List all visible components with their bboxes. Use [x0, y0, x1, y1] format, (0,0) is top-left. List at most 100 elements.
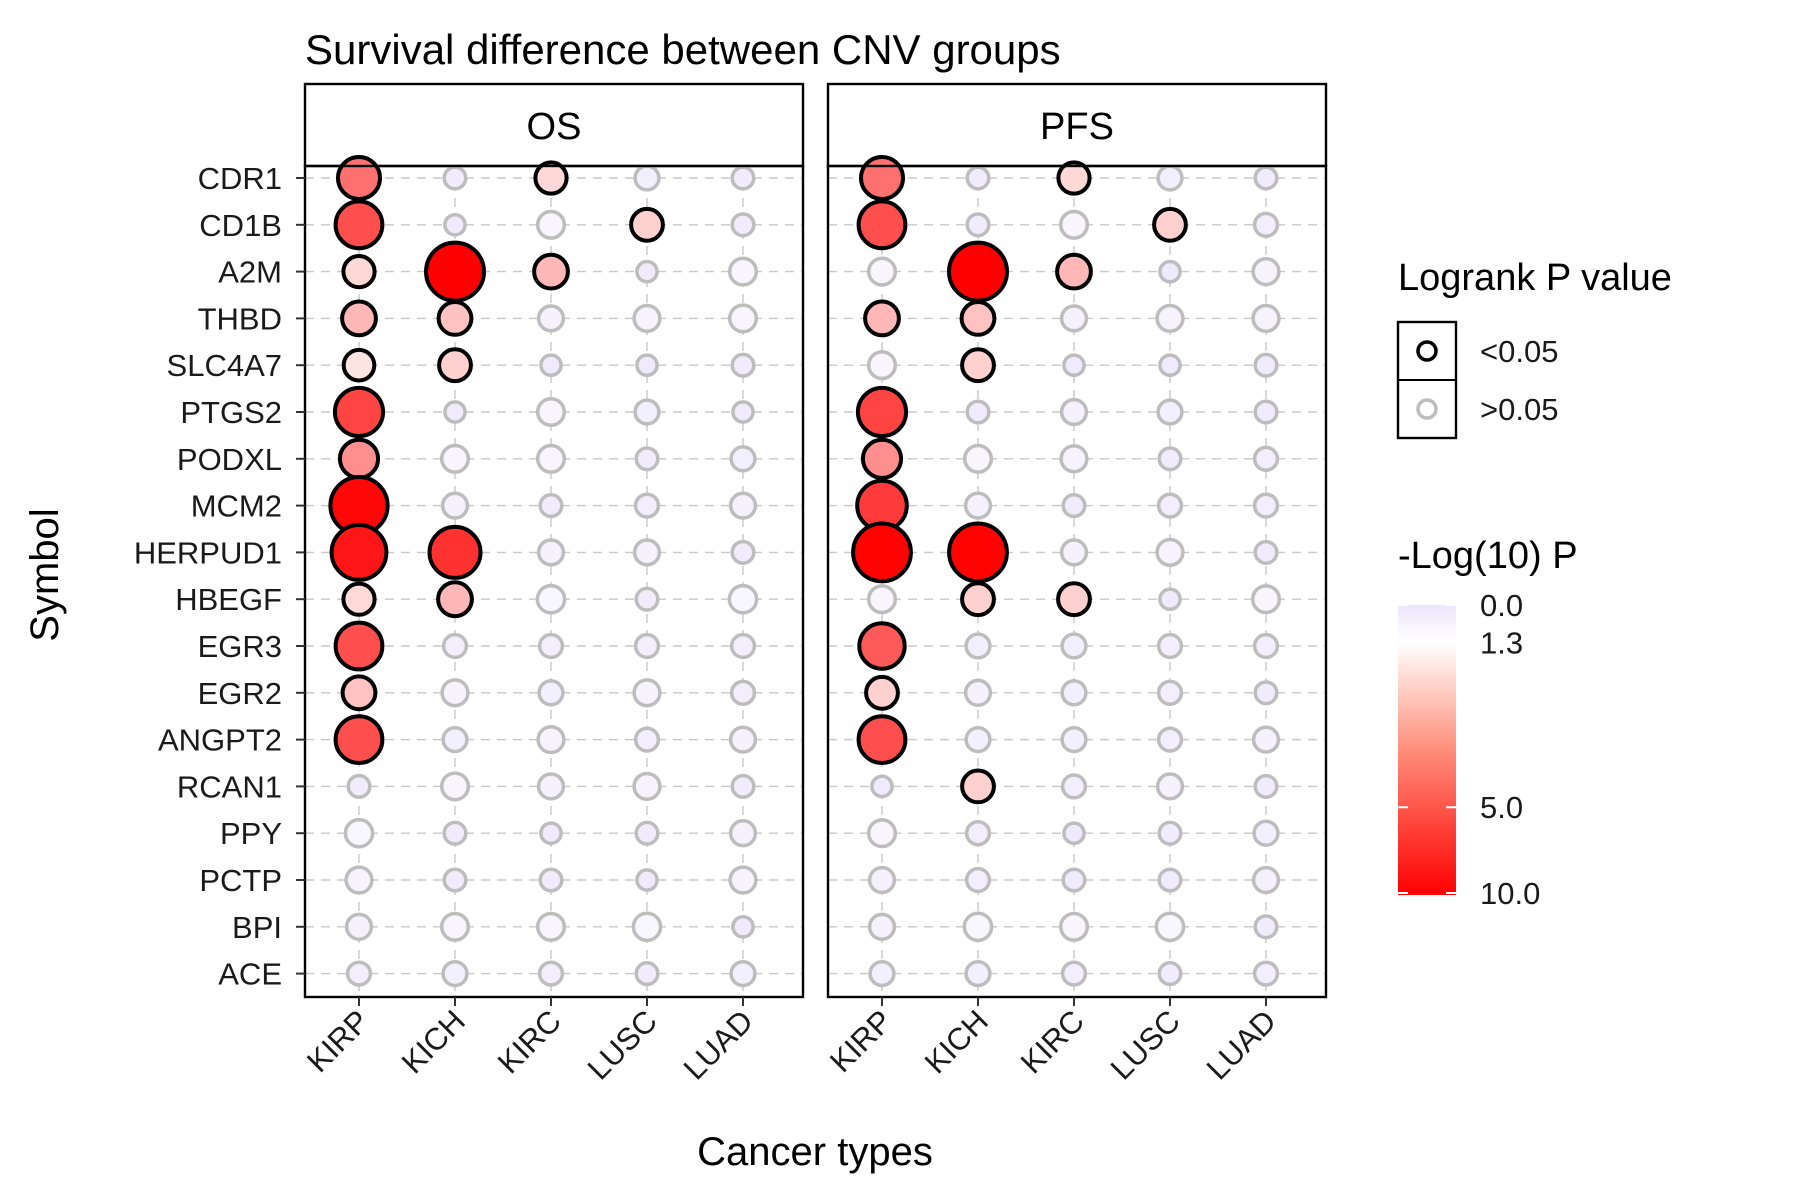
legend-sig-symbol: [1416, 340, 1438, 362]
data-point: [1152, 206, 1188, 243]
data-point: [964, 866, 992, 894]
data-point: [440, 678, 470, 708]
data-point: [1250, 584, 1282, 615]
data-point: [539, 353, 563, 378]
colorbar-tick-label: 5.0: [1480, 790, 1523, 825]
data-point: [536, 772, 566, 801]
data-point: [1157, 446, 1183, 472]
data-point: [633, 492, 661, 519]
data-point: [730, 539, 756, 565]
data-point: [1154, 911, 1186, 943]
y-tick-label: SLC4A7: [167, 348, 282, 383]
data-point: [964, 725, 992, 754]
data-point: [441, 725, 469, 754]
data-point: [442, 820, 468, 846]
data-point: [866, 350, 898, 381]
data-point: [633, 398, 661, 426]
data-point: [1059, 397, 1089, 427]
data-point: [1062, 821, 1086, 846]
data-point: [1059, 444, 1089, 474]
data-point: [1251, 725, 1281, 754]
data-point: [440, 491, 470, 520]
data-point: [634, 586, 660, 612]
data-point: [731, 914, 755, 939]
colorbar-tick-label: 10.0: [1480, 876, 1540, 911]
data-point: [635, 353, 659, 378]
data-point: [960, 768, 996, 805]
facet-strip: [303, 82, 805, 168]
data-point: [344, 865, 374, 895]
data-point: [1056, 160, 1092, 196]
data-point: [1253, 165, 1279, 191]
data-point: [1061, 867, 1087, 893]
data-point: [634, 446, 660, 472]
data-point: [337, 437, 381, 480]
data-point: [965, 212, 991, 238]
data-point: [1059, 538, 1089, 567]
data-point: [341, 581, 377, 617]
data-point: [333, 714, 385, 765]
data-point: [439, 443, 471, 474]
data-point: [341, 347, 377, 383]
x-tick-label: LUSC: [1104, 1003, 1187, 1086]
y-tick-label: EGR3: [198, 629, 282, 664]
data-point: [1251, 303, 1281, 334]
data-point: [1060, 725, 1088, 754]
data-point: [729, 445, 757, 473]
y-tick-label: ANGPT2: [158, 723, 282, 758]
data-point: [1062, 353, 1086, 378]
legend-colorbar: [1398, 605, 1456, 895]
data-point: [855, 385, 909, 439]
data-point: [539, 821, 563, 846]
data-point: [1252, 445, 1280, 472]
legend-shape-title: Logrank P value: [1398, 257, 1672, 299]
data-point: [728, 865, 758, 895]
data-point: [633, 164, 661, 192]
panel-frame: [303, 164, 805, 999]
x-tick-label: KICH: [918, 1003, 995, 1080]
data-point: [1252, 492, 1280, 519]
data-point: [333, 199, 385, 251]
data-point: [1252, 960, 1280, 987]
y-tick-label: A2M: [218, 255, 282, 290]
y-tick-label: CD1B: [199, 208, 282, 243]
y-tick-label: HBEGF: [175, 582, 282, 617]
data-point: [441, 959, 469, 988]
data-point: [727, 256, 759, 287]
data-point: [1252, 632, 1280, 660]
data-point: [859, 155, 905, 201]
data-point: [1055, 252, 1093, 291]
data-point: [532, 252, 570, 291]
data-point: [1058, 209, 1090, 240]
data-point: [960, 347, 996, 384]
data-point: [1060, 773, 1088, 800]
legend-sig-label: <0.05: [1480, 334, 1558, 369]
data-point: [329, 523, 389, 582]
data-point: [1155, 772, 1185, 801]
data-point: [1061, 493, 1087, 519]
data-point: [1253, 773, 1279, 799]
data-point: [728, 725, 758, 754]
y-tick-label: EGR2: [198, 676, 282, 711]
data-point: [436, 300, 474, 337]
data-point: [1253, 680, 1279, 706]
data-point: [442, 165, 468, 191]
data-point: [1060, 679, 1088, 707]
x-tick-label: KIRP: [823, 1003, 899, 1079]
data-point: [1059, 304, 1089, 333]
data-point: [1060, 632, 1088, 660]
data-point: [437, 347, 473, 384]
data-point: [866, 818, 898, 849]
data-point: [632, 538, 662, 567]
x-tick-label: LUAD: [677, 1003, 760, 1086]
data-point: [730, 773, 756, 799]
facet-strip: [826, 82, 1328, 168]
data-point: [336, 155, 382, 201]
data-point: [538, 493, 564, 519]
x-tick-label: LUAD: [1200, 1003, 1283, 1086]
data-point: [537, 679, 565, 707]
data-point: [947, 521, 1009, 584]
data-point: [536, 304, 566, 333]
legend-color-title: -Log(10) P: [1398, 535, 1578, 577]
